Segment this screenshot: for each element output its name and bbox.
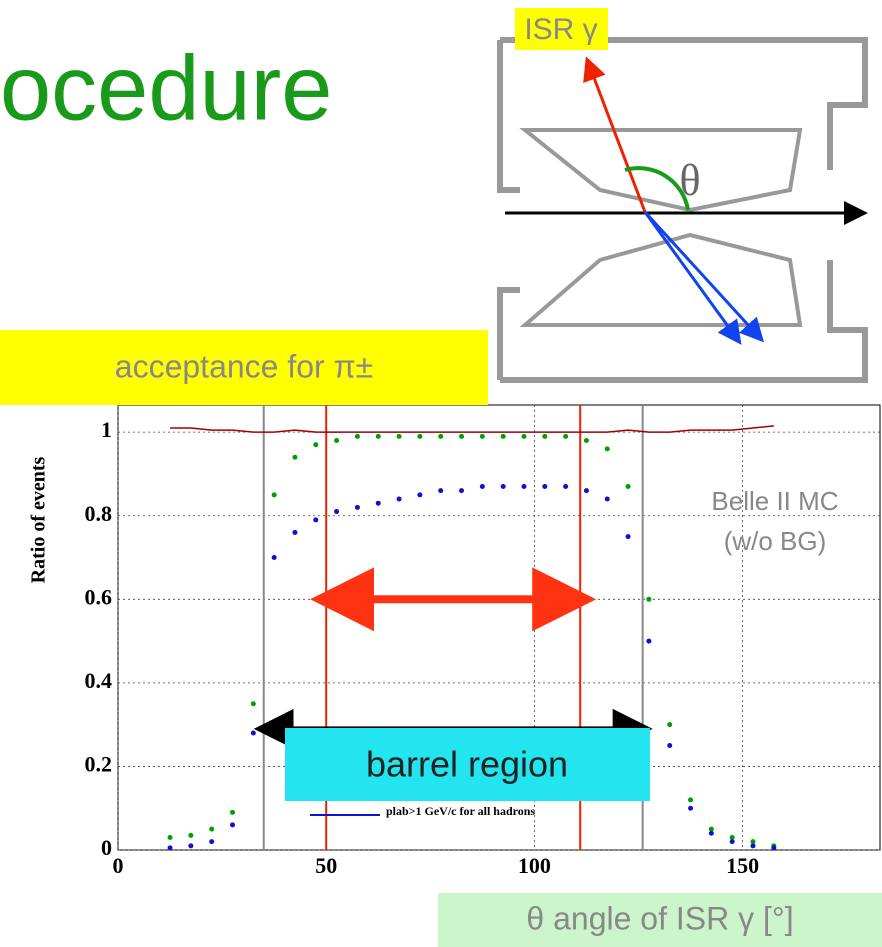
x-tick-label: 50 [315, 853, 337, 878]
y-axis-label: Ratio of events [28, 456, 50, 583]
data-point [583, 488, 589, 494]
data-point [708, 830, 714, 836]
annotation: Belle II MC [711, 486, 838, 516]
data-point [167, 834, 173, 840]
data-point [604, 446, 610, 452]
x-axis-label: θ angle of ISR γ [°] [526, 900, 793, 936]
data-point [521, 483, 527, 489]
data-point [438, 433, 444, 439]
angle-label: θ [679, 156, 700, 205]
y-tick-label: 0.8 [85, 501, 113, 526]
data-point [188, 843, 194, 849]
data-point [771, 845, 777, 851]
data-point [500, 483, 506, 489]
legend-label: plab>1 GeV/c for all hadrons [386, 804, 535, 818]
data-point [459, 488, 465, 494]
y-tick-label: 0 [101, 835, 112, 860]
data-point [583, 438, 589, 444]
data-point [334, 438, 340, 444]
data-point [354, 504, 360, 510]
x-tick-label: 150 [726, 853, 759, 878]
data-point [230, 822, 236, 828]
data-point [500, 433, 506, 439]
data-point [396, 496, 402, 502]
data-point [563, 483, 569, 489]
label-box [515, 8, 608, 50]
data-point [646, 596, 652, 602]
annotation-box [285, 728, 650, 801]
data-point [750, 843, 756, 849]
x-tick-label: 100 [518, 853, 551, 878]
data-point [708, 826, 714, 832]
data-point [646, 638, 652, 644]
data-point [313, 442, 319, 448]
data-point [250, 701, 256, 707]
data-point [459, 433, 465, 439]
data-point [354, 433, 360, 439]
y-tick-label: 1 [101, 417, 112, 442]
data-point [563, 433, 569, 439]
data-point [188, 832, 194, 838]
angle-arc [624, 166, 690, 211]
data-point [667, 743, 673, 749]
slide-title: ocedure [0, 37, 332, 139]
y-tick-label: 0.2 [85, 751, 113, 776]
y-tick-label: 0.4 [85, 668, 113, 693]
annotation-box [0, 330, 488, 405]
annotation: (w/o BG) [724, 526, 827, 556]
data-point [375, 500, 381, 506]
data-point [542, 483, 548, 489]
data-point [729, 839, 735, 845]
photon-arrow [583, 56, 647, 213]
data-point [604, 496, 610, 502]
data-point [479, 433, 485, 439]
data-point [438, 488, 444, 494]
data-point [479, 483, 485, 489]
data-point [542, 433, 548, 439]
photon-label: ISR γ [524, 13, 597, 46]
data-point [334, 509, 340, 515]
data-point [313, 517, 319, 523]
annotation: acceptance for π± [115, 348, 373, 384]
data-point [667, 722, 673, 728]
series-line [170, 425, 774, 433]
axis-label-box [438, 893, 882, 947]
data-point [729, 834, 735, 840]
annotation: barrel region [366, 744, 568, 785]
data-point [271, 555, 277, 561]
data-point [688, 805, 694, 811]
data-point [521, 433, 527, 439]
x-tick-label: 0 [113, 853, 124, 878]
data-point [375, 433, 381, 439]
data-point [292, 529, 298, 535]
data-point [688, 797, 694, 803]
data-point [230, 809, 236, 815]
data-point [167, 845, 173, 851]
data-point [396, 433, 402, 439]
data-point [417, 492, 423, 498]
data-point [625, 534, 631, 540]
data-point [417, 433, 423, 439]
data-point [750, 839, 756, 845]
detector-diagram [497, 37, 868, 383]
y-tick-label: 0.6 [85, 584, 113, 609]
data-point [209, 826, 215, 832]
data-point [209, 839, 215, 845]
data-point [292, 454, 298, 460]
hadron-arrow [643, 211, 742, 345]
data-point [250, 730, 256, 736]
data-point [625, 483, 631, 489]
hadron-arrow [643, 210, 765, 343]
data-point [271, 492, 277, 498]
